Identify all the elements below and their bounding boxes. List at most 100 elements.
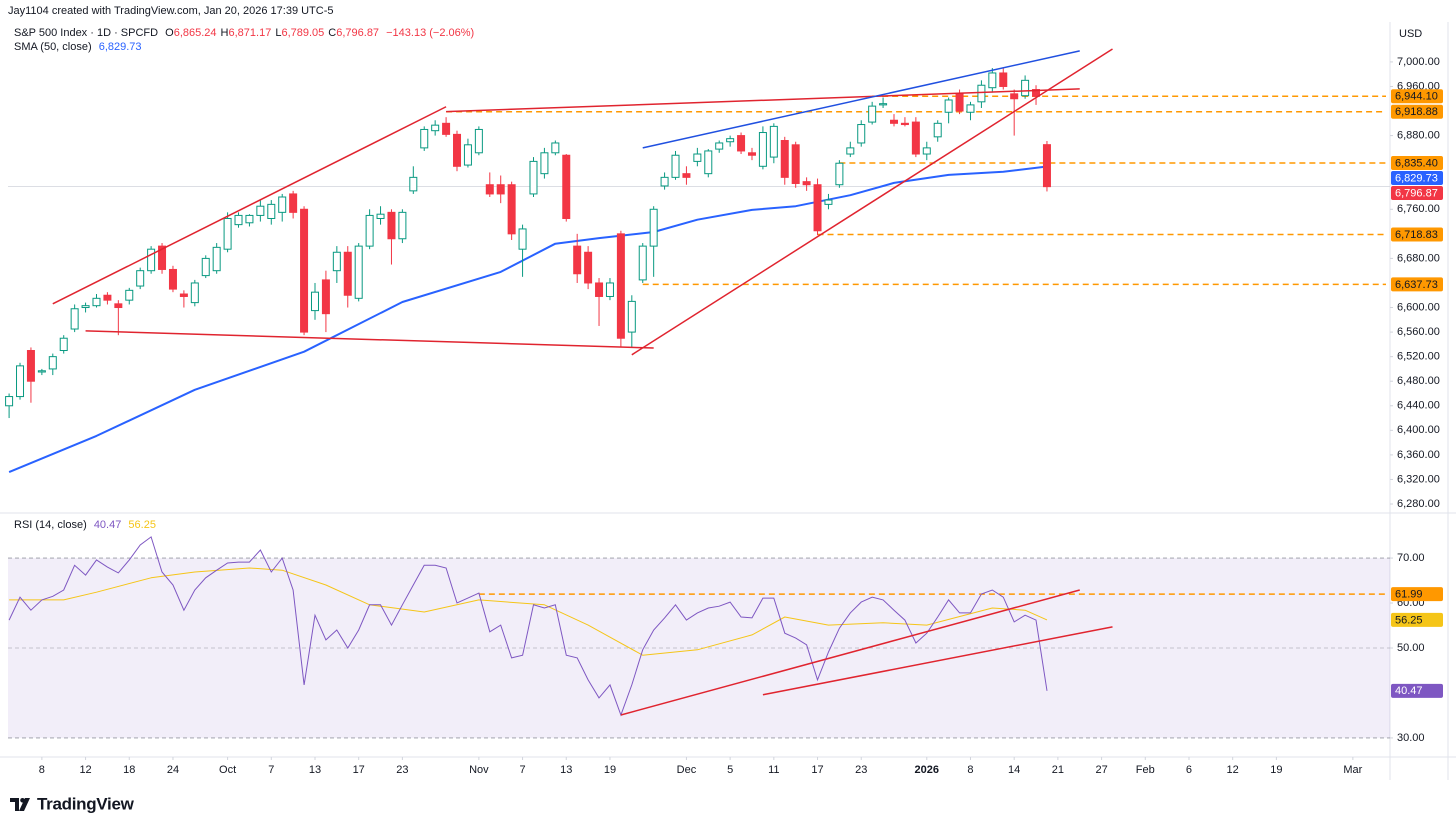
ohlc: O6,865.24 H6,871.17 L6,789.05 C6,796.87 — [165, 27, 383, 39]
sma-label-box — [1391, 170, 1443, 185]
candle-body — [595, 282, 604, 297]
candle-body — [125, 289, 134, 301]
candle-body — [409, 176, 418, 192]
candle-body — [420, 128, 429, 149]
candle-body — [846, 147, 855, 155]
candle-body — [59, 337, 68, 352]
symbol-title: S&P 500 Index · 1D · SPCFD — [14, 27, 159, 39]
candle-body — [660, 176, 669, 187]
candle-body — [179, 293, 188, 297]
candle-body — [37, 370, 46, 373]
candle-body — [977, 84, 986, 103]
candle-body — [737, 135, 746, 152]
rsi-trend-line — [762, 626, 1113, 696]
x-tick-label: 7 — [520, 764, 526, 776]
candle-body — [824, 199, 833, 205]
brand: TradingView — [37, 794, 135, 813]
candle-body — [562, 154, 571, 219]
candle-body — [26, 350, 35, 382]
rsi-y-tick-label: 70.00 — [1397, 552, 1425, 564]
y-tick-label: 6,880.00 — [1397, 130, 1440, 142]
x-tick-label: 13 — [309, 764, 321, 776]
sma-name: SMA (50, close) — [14, 41, 92, 53]
candle-body — [289, 193, 298, 213]
candle-body — [769, 125, 778, 158]
x-tick-label: 21 — [1052, 764, 1064, 776]
candle-body — [1042, 144, 1051, 188]
candle-body — [758, 132, 767, 167]
candle-body — [813, 184, 822, 232]
y-tick-label: 6,280.00 — [1397, 498, 1440, 510]
candle-body — [693, 153, 702, 162]
candle-body — [190, 282, 199, 304]
candle-body — [431, 124, 440, 132]
x-tick-label: Nov — [469, 764, 489, 776]
rsi-trend-line — [620, 589, 1080, 716]
candle-body — [605, 282, 614, 297]
rsi-level-label-box — [1391, 587, 1443, 602]
rsi-level-label: 61.99 — [1395, 588, 1423, 600]
candle-body — [398, 211, 407, 240]
candle-body — [704, 150, 713, 175]
x-tick-label: 14 — [1008, 764, 1020, 776]
candle-body — [900, 122, 909, 126]
candle-body — [267, 203, 276, 219]
candle-body — [343, 251, 352, 296]
x-tick-label: 27 — [1095, 764, 1107, 776]
candle-body — [147, 248, 156, 272]
candle-body — [802, 181, 811, 186]
x-tick-label: 8 — [967, 764, 973, 776]
candle-body — [474, 128, 483, 154]
candle-body — [671, 154, 680, 178]
candle-body — [715, 142, 724, 150]
candle-body — [966, 104, 975, 113]
legend-main: S&P 500 Index · 1D · SPCFD O6,865.24 H6,8… — [14, 27, 474, 39]
y-tick-label: 6,600.00 — [1397, 301, 1440, 313]
rsi-y-tick-label: 30.00 — [1397, 732, 1425, 744]
candle-body — [573, 245, 582, 275]
candle-body — [310, 291, 319, 312]
candle-body — [387, 211, 396, 240]
trend-line — [446, 88, 1080, 113]
trend-line — [642, 50, 1080, 149]
candle-body — [616, 233, 625, 339]
y-tick-label: 6,560.00 — [1397, 326, 1440, 338]
x-tick-label: 5 — [727, 764, 733, 776]
candle-body — [81, 305, 90, 309]
x-tick-label: 2026 — [915, 764, 939, 776]
candle-body — [1021, 79, 1030, 97]
candle-body — [332, 251, 341, 272]
ohlc-value: 6,865.24 — [173, 27, 217, 39]
candle-body — [278, 196, 287, 213]
candle-body — [540, 152, 549, 175]
candle-body — [944, 99, 953, 113]
x-tick-label: Mar — [1343, 764, 1362, 776]
rsi-sma-label-box — [1391, 612, 1443, 627]
candle-body — [158, 245, 167, 270]
candle-body — [234, 214, 243, 226]
candle-body — [999, 72, 1008, 87]
change: −143.13 (−2.06%) — [386, 27, 475, 39]
candle-body — [1010, 93, 1019, 100]
candle-body — [584, 251, 593, 284]
candle-body — [16, 365, 25, 398]
ohlc-value: 6,789.05 — [281, 27, 325, 39]
candle-body — [551, 142, 560, 154]
legend-sma: SMA (50, close) 6,829.73 — [14, 41, 142, 53]
candle-body — [496, 184, 505, 195]
legend-rsi: RSI (14, close) 40.47 56.25 — [14, 519, 156, 531]
candle-body — [627, 300, 636, 333]
x-tick-label: Oct — [219, 764, 236, 776]
candle-body — [890, 119, 899, 124]
y-tick-label: 6,440.00 — [1397, 400, 1440, 412]
candle-body — [70, 308, 79, 330]
candle-body — [245, 214, 254, 224]
logo — [10, 798, 30, 811]
candle-body — [114, 303, 123, 309]
y-tick-label: 6,760.00 — [1397, 203, 1440, 215]
level-label-box — [1391, 89, 1443, 104]
rsi-sma-value: 56.25 — [128, 519, 156, 531]
candle-body — [649, 208, 658, 247]
